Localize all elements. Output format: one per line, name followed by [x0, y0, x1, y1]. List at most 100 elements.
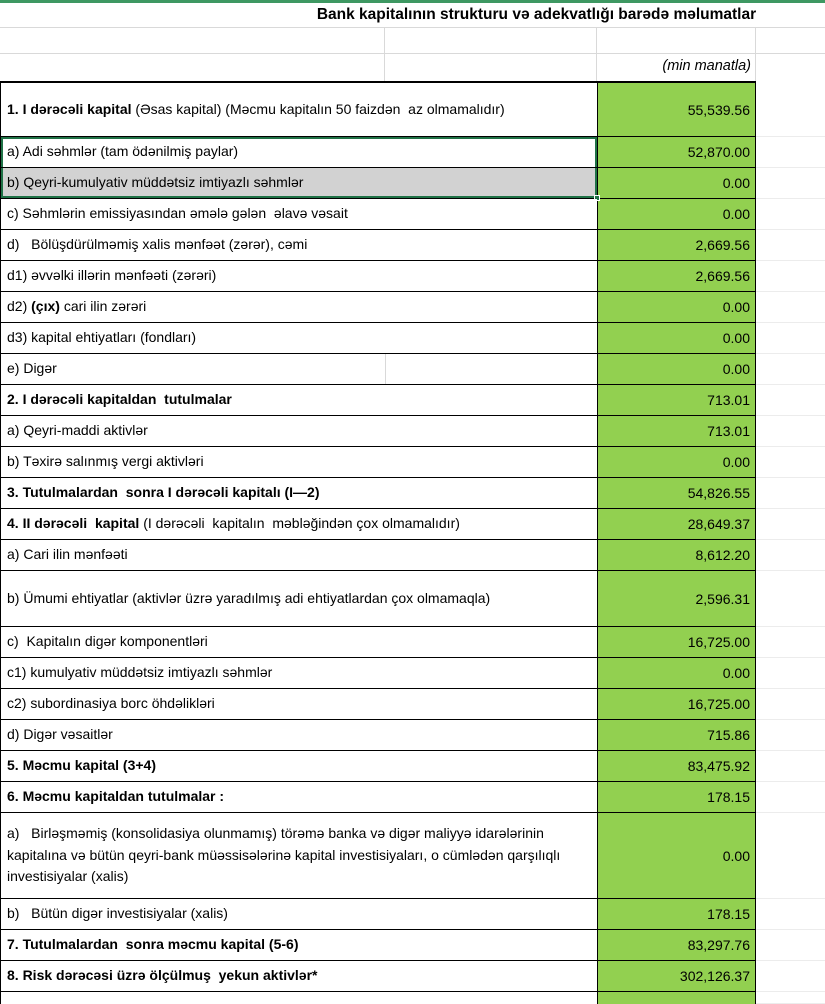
unit-note: (min manatla) [597, 54, 756, 81]
cell-label-1[interactable]: 1. I dərəcəli kapital (Əsas kapital) (Mə… [0, 81, 597, 137]
label-text: 5. Məcmu kapital (3+4) [7, 757, 157, 774]
cell-label-3[interactable]: 3. Tutulmalardan sonra I dərəcəli kapita… [0, 478, 597, 509]
label-text: b) Qeyri-kumulyativ müddətsiz imtiyazlı … [7, 174, 304, 191]
top-accent-bar [0, 0, 825, 3]
empty-grid-row[interactable] [0, 28, 825, 54]
cell-label-6a[interactable]: a) Birləşməmiş (konsolidasiya olunmamış)… [0, 813, 597, 899]
label-text: d) Digər vəsaitlər [7, 726, 113, 743]
cell-value-1d[interactable]: 2,669.56 [597, 230, 756, 261]
cell-value-8[interactable]: 302,126.37 [597, 961, 756, 992]
empty-cell-d[interactable] [756, 28, 825, 53]
cell-label-2a[interactable]: a) Qeyri-maddi aktivlər [0, 416, 597, 447]
grid-gutter [756, 478, 825, 509]
cell-label-4a[interactable]: a) Cari ilin mənfəəti [0, 540, 597, 571]
empty-cell-a2[interactable] [0, 54, 385, 81]
cell-label-4c1[interactable]: c1) kumulyativ müddətsiz imtiyazlı səhml… [0, 658, 597, 689]
cell-value-4c1[interactable]: 0.00 [597, 658, 756, 689]
cell-label-4c2[interactable]: c2) subordinasiya borc öhdəlikləri [0, 689, 597, 720]
label-text: b) Ümumi ehtiyatlar (aktivlər üzrə yarad… [7, 589, 491, 606]
label-text: d1) əvvəlki illərin mənfəəti (zərəri) [7, 267, 217, 284]
table-row-7: 7. Tutulmalardan sonra məcmu kapital (5-… [0, 930, 825, 961]
grid-gutter [756, 930, 825, 961]
cell-value-5[interactable]: 83,475.92 [597, 751, 756, 782]
cell-label-cutoff[interactable] [0, 992, 597, 1004]
cell-value-6a[interactable]: 0.00 [597, 813, 756, 899]
cell-value-1d1[interactable]: 2,669.56 [597, 261, 756, 292]
label-text: 3. Tutulmalardan sonra I dərəcəli kapita… [7, 484, 320, 501]
cell-label-1d[interactable]: d) Bölüşdürülməmiş xalis mənfəət (zərər)… [0, 230, 597, 261]
cell-value-4c2[interactable]: 16,725.00 [597, 689, 756, 720]
cell-label-1d3[interactable]: d3) kapital ehtiyatları (fondları) [0, 323, 597, 354]
empty-cell-a[interactable] [0, 28, 385, 53]
cell-label-1d2[interactable]: d2) (çıx) cari ilin zərəri [0, 292, 597, 323]
cell-value-2a[interactable]: 713.01 [597, 416, 756, 447]
selected-cell-label-1a[interactable]: a) Adi səhmlər (tam ödənilmiş paylar) [0, 137, 597, 168]
cell-label-7[interactable]: 7. Tutulmalardan sonra məcmu kapital (5-… [0, 930, 597, 961]
table-row-1c: c) Səhmlərin emissiyasından əmələ gələn … [0, 199, 825, 230]
grid-gutter [756, 168, 825, 199]
label-text: cari ilin zərəri [59, 298, 147, 315]
cell-label-4b[interactable]: b) Ümumi ehtiyatlar (aktivlər üzrə yarad… [0, 571, 597, 627]
cell-label-4c[interactable]: c) Kapitalın digər komponentləri [0, 627, 597, 658]
report-title: Bank kapitalının strukturu və adekvatlığ… [316, 6, 757, 23]
cell-value-1e[interactable]: 0.00 [597, 354, 756, 385]
grid-gutter [756, 416, 825, 447]
cell-label-1c[interactable]: c) Səhmlərin emissiyasından əmələ gələn … [0, 199, 597, 230]
grid-gutter [756, 992, 825, 1004]
cell-label-5[interactable]: 5. Məcmu kapital (3+4) [0, 751, 597, 782]
cell-value-3[interactable]: 54,826.55 [597, 478, 756, 509]
cell-value-6[interactable]: 178.15 [597, 782, 756, 813]
empty-cell-d2[interactable] [756, 54, 825, 81]
table-row-4c2: c2) subordinasiya borc öhdəlikləri 16,725… [0, 689, 825, 720]
label-text: 6. Məcmu kapitaldan tutulmalar : [7, 788, 225, 805]
table-row-1a: a) Adi səhmlər (tam ödənilmiş paylar) 52,… [0, 137, 825, 168]
cell-value-4b[interactable]: 2,596.31 [597, 571, 756, 627]
grid-gutter [756, 199, 825, 230]
label-text: 4. II dərəcəli kapital [7, 515, 144, 532]
grid-gutter [756, 137, 825, 168]
label-text: d) Bölüşdürülməmiş xalis mənfəət (zərər)… [7, 236, 308, 253]
table-row-4a: a) Cari ilin mənfəəti 8,612.20 [0, 540, 825, 571]
cell-label-2[interactable]: 2. I dərəcəli kapitaldan tutulmalar [0, 385, 597, 416]
cell-value-4c[interactable]: 16,725.00 [597, 627, 756, 658]
cell-label-1e[interactable]: e) Digər [0, 354, 597, 385]
cell-label-6[interactable]: 6. Məcmu kapitaldan tutulmalar : [0, 782, 597, 813]
capital-table: 1. I dərəcəli kapital (Əsas kapital) (Mə… [0, 81, 825, 1004]
grid-gutter [756, 323, 825, 354]
cell-value-1a[interactable]: 52,870.00 [597, 137, 756, 168]
cell-value-2b[interactable]: 0.00 [597, 447, 756, 478]
cell-value-1c[interactable]: 0.00 [597, 199, 756, 230]
cell-label-4d[interactable]: d) Digər vəsaitlər [0, 720, 597, 751]
cell-value-1b[interactable]: 0.00 [597, 168, 756, 199]
cell-label-4[interactable]: 4. II dərəcəli kapital (I dərəcəli kapit… [0, 509, 597, 540]
label-text: d3) kapital ehtiyatları (fondları) [7, 329, 197, 346]
selected-cell-label-1b[interactable]: b) Qeyri-kumulyativ müddətsiz imtiyazlı … [0, 168, 600, 201]
table-row-6b: b) Bütün digər investisiyalar (xalis) 178… [0, 899, 825, 930]
cell-value-1d2[interactable]: 0.00 [597, 292, 756, 323]
cell-value-1[interactable]: 55,539.56 [597, 81, 756, 137]
cell-label-8[interactable]: 8. Risk dərəcəsi üzrə ölçülmuş yekun akt… [0, 961, 597, 992]
cell-value-1d3[interactable]: 0.00 [597, 323, 756, 354]
cell-value-4a[interactable]: 8,612.20 [597, 540, 756, 571]
empty-cell-b[interactable] [385, 28, 597, 53]
cell-value-2[interactable]: 713.01 [597, 385, 756, 416]
cell-value-6b[interactable]: 178.15 [597, 899, 756, 930]
label-text: 2. I dərəcəli kapitaldan tutulmalar [7, 391, 232, 408]
table-row-2a: a) Qeyri-maddi aktivlər 713.01 [0, 416, 825, 447]
table-row-4b: b) Ümumi ehtiyatlar (aktivlər üzrə yarad… [0, 571, 825, 627]
cell-label-2b[interactable]: b) Təxirə salınmış vergi aktivləri [0, 447, 597, 478]
empty-cell-c[interactable] [597, 28, 756, 53]
cell-value-4d[interactable]: 715.86 [597, 720, 756, 751]
label-text: 8. Risk dərəcəsi üzrə ölçülmuş yekun akt… [7, 967, 318, 984]
table-row-4: 4. II dərəcəli kapital (I dərəcəli kapit… [0, 509, 825, 540]
cell-value-cutoff[interactable] [597, 992, 756, 1004]
cell-label-6b[interactable]: b) Bütün digər investisiyalar (xalis) [0, 899, 597, 930]
cell-value-4[interactable]: 28,649.37 [597, 509, 756, 540]
grid-gutter [756, 385, 825, 416]
cell-label-1d1[interactable]: d1) əvvəlki illərin mənfəəti (zərəri) [0, 261, 597, 292]
table-row-1d3: d3) kapital ehtiyatları (fondları) 0.00 [0, 323, 825, 354]
empty-cell-b2[interactable] [385, 54, 597, 81]
table-row-1d1: d1) əvvəlki illərin mənfəəti (zərəri) 2,6… [0, 261, 825, 292]
cell-value-7[interactable]: 83,297.76 [597, 930, 756, 961]
selection-fill-handle[interactable] [594, 195, 600, 201]
